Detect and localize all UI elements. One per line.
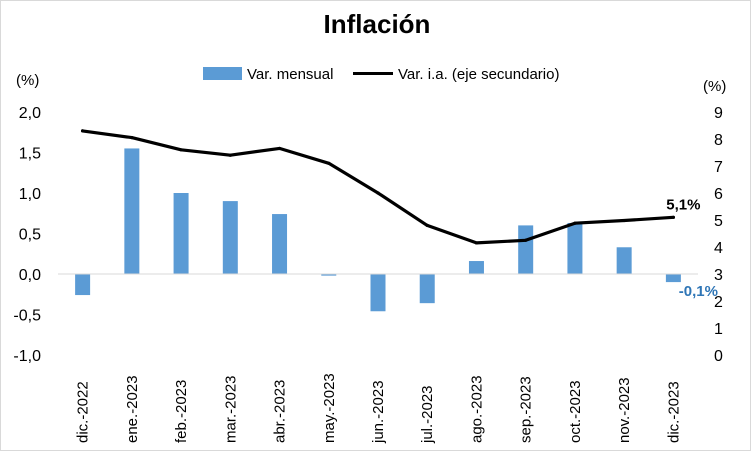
x-tick-label: abr.-2023 bbox=[272, 380, 289, 443]
bar bbox=[370, 274, 386, 312]
yoy-point bbox=[524, 238, 528, 242]
x-tick-label: jul.-2023 bbox=[419, 385, 436, 444]
legend-label-monthly: Var. mensual bbox=[247, 66, 333, 83]
bar bbox=[75, 274, 91, 296]
y-tick-label: 0,0 bbox=[19, 267, 41, 284]
y2-tick-label: 6 bbox=[714, 186, 723, 203]
primary-axis-unit: (%) bbox=[16, 72, 39, 89]
bar bbox=[222, 201, 238, 274]
legend: Var. mensual Var. i.a. (eje secundario) bbox=[203, 66, 559, 83]
legend-label-yoy: Var. i.a. (eje secundario) bbox=[398, 66, 559, 83]
yoy-point bbox=[228, 153, 232, 157]
primary-axis-ticks: -1,0 -0,5 0,0 0,5 1,0 1,5 2,0 bbox=[13, 105, 41, 365]
y2-tick-label: 5 bbox=[714, 213, 723, 230]
y-tick-label: 1,5 bbox=[19, 146, 41, 163]
x-tick-label: feb.-2023 bbox=[173, 380, 190, 443]
y-tick-label: -1,0 bbox=[13, 348, 41, 365]
y2-tick-label: 1 bbox=[714, 321, 723, 338]
yoy-point bbox=[81, 129, 85, 133]
y2-tick-label: 9 bbox=[714, 105, 723, 122]
bar bbox=[567, 222, 583, 274]
yoy-point bbox=[327, 161, 331, 165]
bar bbox=[468, 261, 484, 274]
x-tick-label: jun.-2023 bbox=[370, 380, 387, 444]
yoy-point bbox=[130, 136, 134, 140]
bar bbox=[518, 225, 534, 274]
monthly-bars bbox=[75, 148, 681, 312]
bar bbox=[665, 274, 681, 283]
x-tick-label: sep.-2023 bbox=[518, 376, 535, 443]
yoy-point bbox=[179, 148, 183, 152]
yoy-last-value-label: 5,1% bbox=[666, 196, 700, 213]
y2-tick-label: 7 bbox=[714, 159, 723, 176]
monthly-last-value-label: -0,1% bbox=[679, 283, 718, 300]
bar bbox=[419, 274, 435, 304]
bar bbox=[321, 274, 337, 276]
yoy-point bbox=[376, 191, 380, 195]
y-tick-label: 1,0 bbox=[19, 186, 41, 203]
x-tick-label: ago.-2023 bbox=[468, 375, 485, 443]
yoy-point bbox=[474, 241, 479, 245]
x-tick-label: dic.-2023 bbox=[665, 381, 682, 443]
x-tick-label: nov.-2023 bbox=[616, 377, 633, 443]
y2-tick-label: 2 bbox=[714, 294, 723, 311]
chart-title: Inflación bbox=[324, 9, 431, 39]
bar bbox=[272, 214, 288, 274]
category-labels: dic.-2022 ene.-2023 feb.-2023 mar.-2023 abr.… bbox=[75, 373, 683, 444]
legend-swatch-monthly bbox=[203, 67, 242, 80]
y-tick-label: 2,0 bbox=[19, 105, 41, 122]
y-tick-label: -0,5 bbox=[13, 308, 41, 325]
y-tick-label: 0,5 bbox=[19, 227, 41, 244]
yoy-point bbox=[425, 223, 429, 227]
x-tick-label: oct.-2023 bbox=[567, 380, 584, 443]
yoy-point bbox=[671, 215, 675, 219]
y2-tick-label: 3 bbox=[714, 267, 723, 284]
x-tick-label: dic.-2022 bbox=[75, 381, 92, 443]
yoy-point bbox=[277, 146, 282, 151]
x-tick-label: may.-2023 bbox=[321, 373, 338, 443]
secondary-axis-unit: (%) bbox=[703, 78, 726, 95]
y2-tick-label: 8 bbox=[714, 132, 723, 149]
bar bbox=[616, 247, 632, 274]
yoy-point bbox=[573, 221, 577, 225]
bar bbox=[124, 148, 140, 274]
yoy-line bbox=[80, 129, 676, 245]
yoy-point bbox=[622, 218, 626, 223]
secondary-axis-ticks: 0 1 2 3 4 5 6 7 8 9 bbox=[714, 105, 723, 365]
yoy-line-series bbox=[80, 129, 676, 245]
x-tick-label: mar.-2023 bbox=[222, 375, 239, 443]
x-tick-label: ene.-2023 bbox=[124, 375, 141, 443]
y2-tick-label: 4 bbox=[714, 240, 723, 257]
y2-tick-label: 0 bbox=[714, 348, 723, 365]
bar bbox=[173, 193, 189, 274]
